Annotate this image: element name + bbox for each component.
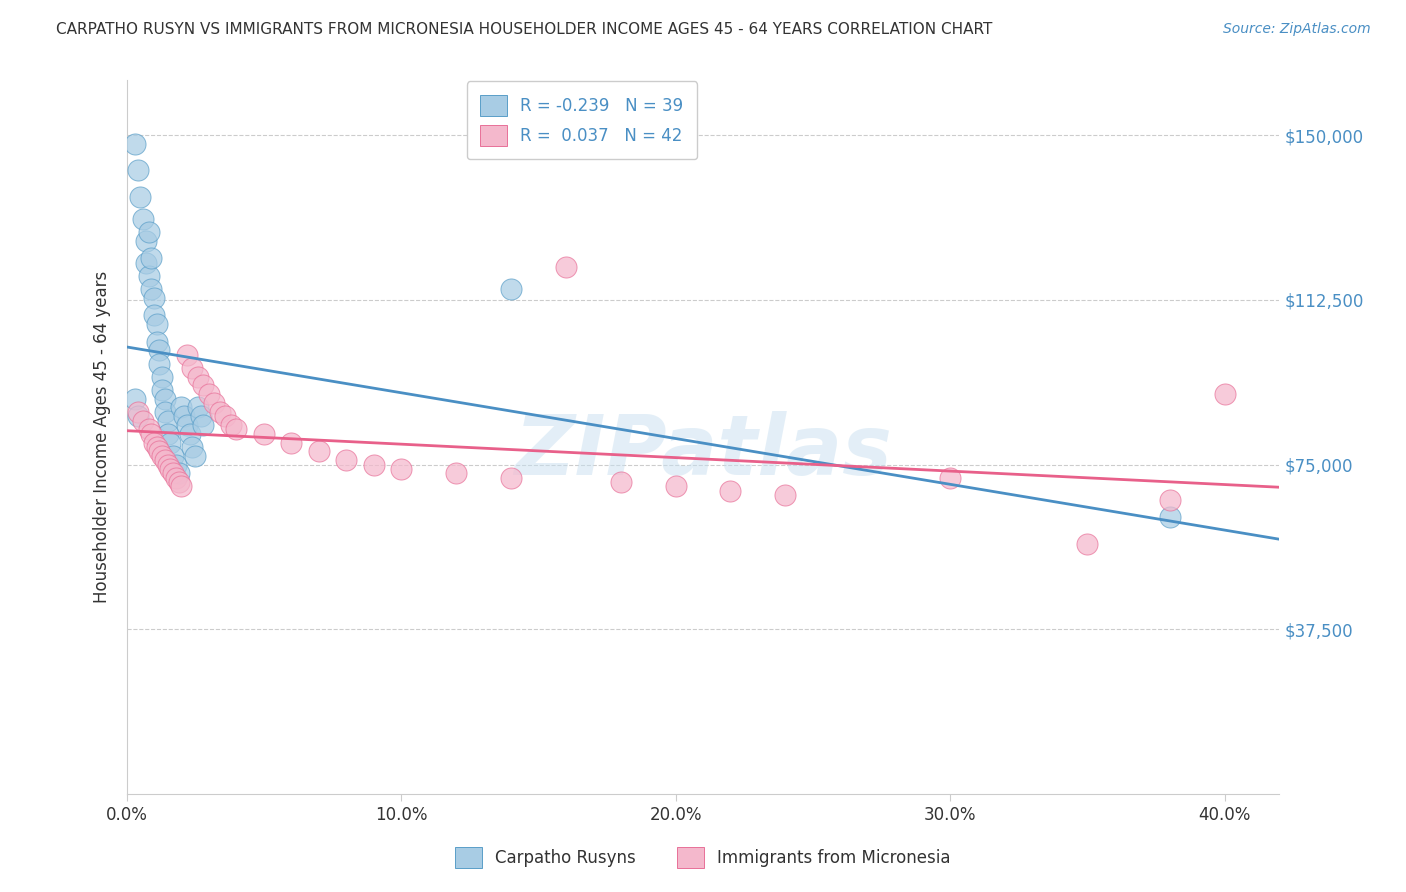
- Point: [775, 488, 797, 502]
- Point: [141, 426, 163, 441]
- Point: [167, 475, 190, 489]
- Point: [1076, 536, 1098, 550]
- Point: [1159, 492, 1181, 507]
- Point: [167, 467, 190, 481]
- Point: [159, 462, 181, 476]
- Point: [145, 440, 167, 454]
- Point: [132, 414, 155, 428]
- Point: [156, 414, 179, 428]
- Point: [148, 343, 170, 358]
- Point: [280, 435, 302, 450]
- Point: [208, 405, 231, 419]
- Point: [124, 136, 146, 151]
- Point: [499, 282, 522, 296]
- Point: [308, 444, 330, 458]
- Point: [170, 401, 193, 415]
- Point: [165, 458, 187, 472]
- Point: [389, 462, 412, 476]
- Point: [143, 435, 166, 450]
- Point: [138, 225, 160, 239]
- Point: [664, 479, 686, 493]
- Point: [138, 268, 160, 283]
- Text: CARPATHO RUSYN VS IMMIGRANTS FROM MICRONESIA HOUSEHOLDER INCOME AGES 45 - 64 YEA: CARPATHO RUSYN VS IMMIGRANTS FROM MICRON…: [56, 22, 993, 37]
- Point: [184, 449, 207, 463]
- Point: [129, 189, 152, 203]
- Point: [181, 440, 204, 454]
- Point: [141, 282, 163, 296]
- Point: [190, 409, 212, 424]
- Point: [127, 163, 149, 178]
- Point: [153, 453, 176, 467]
- Point: [159, 435, 181, 450]
- Point: [162, 449, 184, 463]
- Point: [444, 467, 467, 481]
- Text: Source: ZipAtlas.com: Source: ZipAtlas.com: [1223, 22, 1371, 37]
- Point: [176, 348, 198, 362]
- Point: [939, 471, 962, 485]
- Text: ZIPatlas: ZIPatlas: [515, 411, 891, 491]
- Point: [153, 405, 176, 419]
- Point: [253, 426, 276, 441]
- Legend: Carpatho Rusyns, Immigrants from Micronesia: Carpatho Rusyns, Immigrants from Microne…: [449, 840, 957, 875]
- Point: [187, 401, 209, 415]
- Point: [335, 453, 357, 467]
- Point: [153, 392, 176, 406]
- Point: [141, 251, 163, 265]
- Point: [143, 291, 166, 305]
- Point: [135, 255, 157, 269]
- Point: [173, 409, 195, 424]
- Point: [124, 392, 146, 406]
- Point: [187, 369, 209, 384]
- Y-axis label: Householder Income Ages 45 - 64 years: Householder Income Ages 45 - 64 years: [93, 271, 111, 603]
- Point: [150, 449, 173, 463]
- Point: [143, 308, 166, 322]
- Point: [162, 467, 184, 481]
- Point: [150, 383, 173, 397]
- Point: [145, 317, 167, 331]
- Point: [148, 444, 170, 458]
- Point: [150, 369, 173, 384]
- Point: [363, 458, 385, 472]
- Point: [156, 458, 179, 472]
- Point: [225, 422, 247, 436]
- Point: [609, 475, 631, 489]
- Point: [127, 409, 149, 424]
- Point: [193, 378, 215, 392]
- Point: [202, 396, 225, 410]
- Point: [1159, 510, 1181, 524]
- Point: [219, 417, 242, 432]
- Point: [145, 334, 167, 349]
- Point: [135, 234, 157, 248]
- Point: [720, 483, 742, 498]
- Point: [499, 471, 522, 485]
- Point: [170, 479, 193, 493]
- Point: [1213, 387, 1236, 401]
- Point: [193, 417, 215, 432]
- Point: [148, 357, 170, 371]
- Point: [181, 360, 204, 375]
- Point: [127, 405, 149, 419]
- Point: [165, 471, 187, 485]
- Point: [554, 260, 576, 274]
- Point: [132, 211, 155, 226]
- Point: [198, 387, 221, 401]
- Point: [179, 426, 201, 441]
- Point: [176, 417, 198, 432]
- Point: [156, 426, 179, 441]
- Point: [138, 422, 160, 436]
- Legend: R = -0.239   N = 39, R =  0.037   N = 42: R = -0.239 N = 39, R = 0.037 N = 42: [467, 81, 697, 160]
- Point: [214, 409, 236, 424]
